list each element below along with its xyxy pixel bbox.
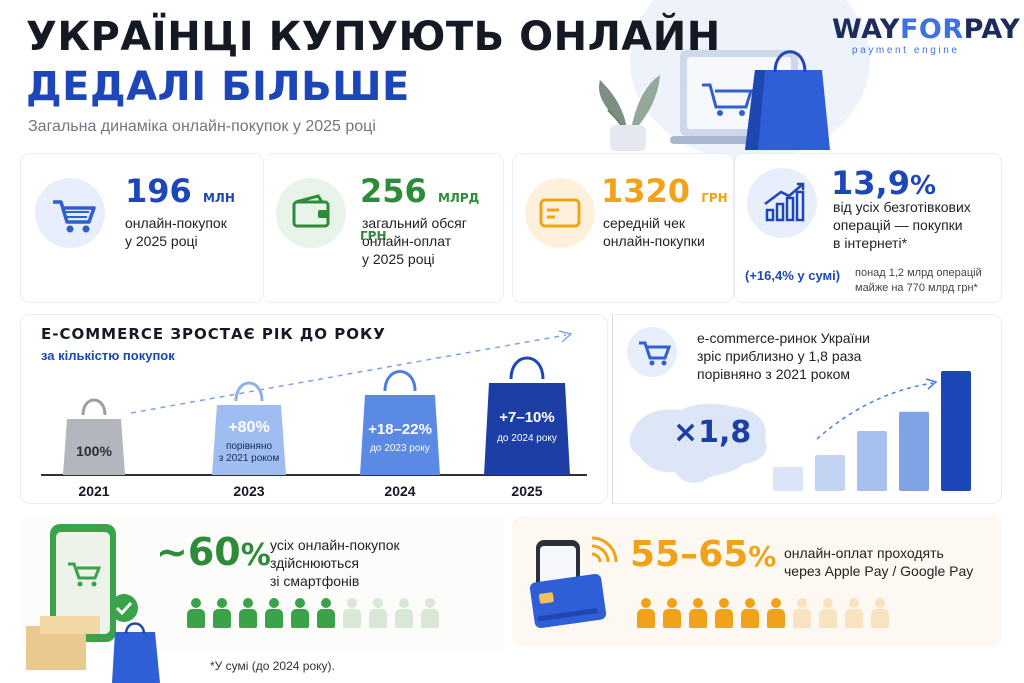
cart-icon <box>53 200 96 233</box>
smartphone-shopping-illustration <box>26 524 160 683</box>
stat-value-cashless-share: 13,9 <box>831 164 910 202</box>
person-icon <box>290 598 310 628</box>
person-icon <box>636 598 656 628</box>
person-icon <box>394 598 414 628</box>
wallet-icon <box>292 194 330 228</box>
page-title-line1: УКРАЇНЦІ КУПУЮТЬ ОНЛАЙН <box>26 14 721 60</box>
stat-value-volume: 256 <box>360 172 427 210</box>
phone-card-illustration <box>529 536 618 629</box>
person-icon <box>792 598 812 628</box>
card-icon <box>539 198 581 228</box>
market-growth-panel: e-commerce-ринок України зріс приблизно у… <box>612 314 1002 504</box>
year-label-2025: 2025 <box>511 483 543 499</box>
card-icon-circle <box>525 178 595 248</box>
person-icon <box>662 598 682 628</box>
person-icon <box>238 598 258 628</box>
market-description: e-commerce-ринок України зріс приблизно у… <box>697 330 870 382</box>
wallets-panel: 55–65% онлайн-оплат проходять через Apple… <box>512 516 1002 646</box>
person-icon <box>342 598 362 628</box>
stat-note-cashless: (+16,4% у сумі) <box>745 268 841 283</box>
laptop-shopping-illustration <box>599 50 830 151</box>
year-label-2023: 2023 <box>233 483 265 499</box>
person-icon <box>740 598 760 628</box>
person-icon <box>688 598 708 628</box>
year-label-2024: 2024 <box>384 483 416 499</box>
growth-bar-3 <box>857 431 887 491</box>
growth-bar-5 <box>941 371 971 491</box>
ecommerce-title: E-COMMERCE ЗРОСТАЄ РІК ДО РОКУ <box>41 325 386 343</box>
person-icon <box>264 598 284 628</box>
growth-icon-circle <box>747 168 817 238</box>
bag-2024: +18–22% до 2023 року <box>357 363 443 475</box>
smartphone-share-value: ~60 <box>156 530 241 574</box>
growth-chart-icon <box>764 182 805 222</box>
stat-desc-purchases: онлайн-покупок у 2025 році <box>125 215 227 249</box>
bag-2023: +80% порівняно з 2021 роком <box>209 375 289 475</box>
person-icon <box>420 598 440 628</box>
stat-card-average-check: 1320 ГРН середній чек онлайн-покупки <box>512 153 734 303</box>
wallet-icon-circle <box>276 178 346 248</box>
stat-card-volume: 256 МЛРД ГРН загальний обсяг онлайн-оплат… <box>264 153 504 303</box>
growth-arrow <box>41 330 587 476</box>
person-icon <box>368 598 388 628</box>
smartphone-people-row <box>186 598 446 633</box>
person-icon <box>186 598 206 628</box>
person-icon <box>870 598 890 628</box>
stat-card-cashless-share: 13,9% від усіх безготівкових операцій — п… <box>734 153 1002 303</box>
wayforpay-logo: WAYFORPAY payment engine <box>832 14 1021 56</box>
person-icon <box>316 598 336 628</box>
stat-desc-average-check: середній чек онлайн-покупки <box>603 215 705 249</box>
stat-card-purchases: 196 МЛН онлайн-покупок у 2025 році <box>20 153 264 303</box>
stat-small-cashless: понад 1,2 млрд операцій майже на 770 млрд… <box>855 267 982 294</box>
market-growth-bars <box>773 371 971 491</box>
ecommerce-growth-panel: E-COMMERCE ЗРОСТАЄ РІК ДО РОКУ за кількі… <box>20 314 608 504</box>
person-icon <box>844 598 864 628</box>
growth-bar-1 <box>773 467 803 491</box>
growth-bar-2 <box>815 455 845 491</box>
ukraine-map-icon <box>629 403 767 483</box>
person-icon <box>818 598 838 628</box>
page-subtitle: Загальна динаміка онлайн-покупок у 2025 … <box>28 118 376 135</box>
market-cart-icon <box>627 327 677 377</box>
stat-desc-volume: загальний обсяг онлайн-оплат у 2025 році <box>362 215 467 267</box>
stat-value-average-check: 1320 <box>601 172 691 210</box>
footnote: *У сумі (до 2024 року). <box>210 659 335 673</box>
bag-2021: 100% <box>61 393 127 475</box>
page-title-line2: ДЕДАЛІ БІЛЬШЕ <box>26 64 410 110</box>
cart-icon-circle <box>35 178 105 248</box>
stat-value-purchases: 196 <box>125 172 192 210</box>
ecommerce-subtitle: за кількістю покупок <box>41 348 175 363</box>
person-icon <box>766 598 786 628</box>
growth-bar-4 <box>899 411 929 491</box>
year-label-2021: 2021 <box>78 483 110 499</box>
wallets-people-row <box>636 598 896 633</box>
market-multiplier: ×1,8 <box>673 415 752 450</box>
wallets-description: онлайн-оплат проходять через Apple Pay / … <box>784 545 974 579</box>
smartphone-panel: ~60% усіх онлайн-покупок здійснюються зі с… <box>20 516 504 683</box>
smartphone-description: усіх онлайн-покупок здійснюються зі смартф… <box>270 537 400 589</box>
person-icon <box>714 598 734 628</box>
stat-desc-cashless-share: від усіх безготівкових операцій — покупки… <box>833 199 971 251</box>
person-icon <box>212 598 232 628</box>
wallets-share-value: 55–65 <box>630 534 749 575</box>
bag-2025: +7–10% до 2024 року <box>481 349 573 475</box>
